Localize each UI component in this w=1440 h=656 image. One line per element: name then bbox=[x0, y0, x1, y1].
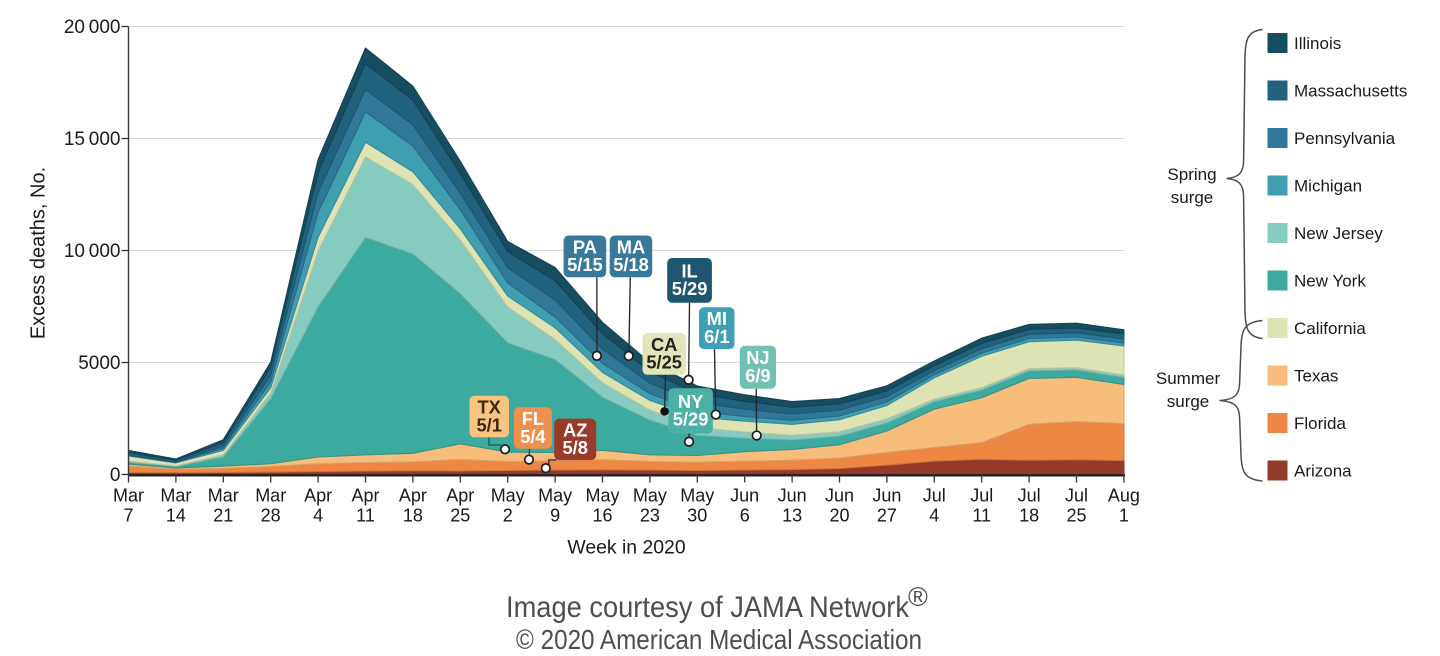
svg-text:Apr: Apr bbox=[351, 486, 379, 506]
svg-text:Pennsylvania: Pennsylvania bbox=[1294, 129, 1396, 148]
svg-text:CA: CA bbox=[651, 334, 677, 355]
svg-text:25: 25 bbox=[450, 506, 470, 526]
svg-text:5000: 5000 bbox=[78, 353, 120, 374]
svg-text:Summer: Summer bbox=[1156, 369, 1221, 388]
svg-text:5/8: 5/8 bbox=[562, 437, 587, 458]
svg-text:20 000: 20 000 bbox=[64, 17, 121, 38]
svg-text:14: 14 bbox=[166, 506, 186, 526]
svg-text:4: 4 bbox=[313, 506, 323, 526]
svg-text:surge: surge bbox=[1167, 392, 1210, 411]
svg-text:Jul: Jul bbox=[1018, 486, 1041, 506]
svg-text:1: 1 bbox=[1119, 506, 1129, 526]
svg-text:Arizona: Arizona bbox=[1294, 462, 1352, 481]
svg-text:Apr: Apr bbox=[304, 486, 332, 506]
svg-text:Jul: Jul bbox=[1065, 486, 1088, 506]
svg-text:18: 18 bbox=[403, 506, 423, 526]
svg-text:0: 0 bbox=[110, 465, 121, 486]
svg-text:16: 16 bbox=[592, 506, 612, 526]
svg-text:Jul: Jul bbox=[923, 486, 946, 506]
svg-text:10 000: 10 000 bbox=[64, 241, 121, 262]
svg-text:6/1: 6/1 bbox=[704, 326, 729, 347]
svg-text:Michigan: Michigan bbox=[1294, 177, 1362, 196]
svg-text:PA: PA bbox=[573, 236, 597, 257]
svg-text:11: 11 bbox=[356, 506, 375, 526]
svg-text:®: ® bbox=[908, 582, 928, 612]
svg-text:5/25: 5/25 bbox=[646, 352, 682, 373]
svg-text:FL: FL bbox=[522, 408, 544, 429]
svg-text:Jun: Jun bbox=[730, 486, 759, 506]
svg-text:23: 23 bbox=[640, 506, 660, 526]
svg-text:4: 4 bbox=[929, 506, 939, 526]
svg-text:2: 2 bbox=[503, 506, 513, 526]
svg-text:May: May bbox=[633, 486, 667, 506]
svg-text:May: May bbox=[491, 486, 525, 506]
svg-text:6/9: 6/9 bbox=[745, 365, 770, 386]
svg-text:Apr: Apr bbox=[399, 486, 427, 506]
svg-text:surge: surge bbox=[1171, 188, 1214, 207]
svg-text:IL: IL bbox=[681, 260, 697, 281]
svg-text:27: 27 bbox=[877, 506, 897, 526]
svg-text:Mar: Mar bbox=[160, 486, 191, 506]
svg-text:MI: MI bbox=[707, 308, 727, 329]
svg-text:AZ: AZ bbox=[563, 419, 587, 440]
svg-text:5/29: 5/29 bbox=[672, 278, 708, 299]
svg-text:May: May bbox=[538, 486, 572, 506]
svg-text:Aug: Aug bbox=[1108, 486, 1140, 506]
svg-text:Image courtesy of JAMA Network: Image courtesy of JAMA Network bbox=[506, 591, 910, 624]
svg-text:6: 6 bbox=[740, 506, 750, 526]
svg-text:MA: MA bbox=[617, 236, 645, 257]
svg-text:Illinois: Illinois bbox=[1294, 34, 1341, 53]
svg-text:Florida: Florida bbox=[1294, 414, 1347, 433]
svg-text:5/4: 5/4 bbox=[520, 426, 546, 447]
svg-text:Jun: Jun bbox=[778, 486, 807, 506]
svg-text:15 000: 15 000 bbox=[64, 129, 121, 150]
svg-text:5/15: 5/15 bbox=[567, 254, 603, 275]
svg-text:Mar: Mar bbox=[255, 486, 286, 506]
svg-text:7: 7 bbox=[123, 506, 133, 526]
svg-text:21: 21 bbox=[213, 506, 233, 526]
svg-text:TX: TX bbox=[478, 397, 502, 418]
svg-text:Mar: Mar bbox=[208, 486, 239, 506]
svg-text:New York: New York bbox=[1294, 272, 1366, 291]
svg-text:New Jersey: New Jersey bbox=[1294, 224, 1383, 243]
svg-text:Massachusetts: Massachusetts bbox=[1294, 82, 1407, 101]
svg-text:Week in 2020: Week in 2020 bbox=[567, 537, 685, 559]
svg-text:20: 20 bbox=[829, 506, 849, 526]
svg-text:NY: NY bbox=[678, 391, 703, 412]
svg-text:18: 18 bbox=[1019, 506, 1039, 526]
svg-text:28: 28 bbox=[261, 506, 281, 526]
svg-text:5/18: 5/18 bbox=[613, 254, 649, 275]
svg-text:California: California bbox=[1294, 319, 1366, 338]
svg-text:5/29: 5/29 bbox=[673, 409, 709, 430]
svg-text:11: 11 bbox=[972, 506, 991, 526]
svg-text:9: 9 bbox=[550, 506, 560, 526]
svg-text:5/1: 5/1 bbox=[476, 414, 501, 435]
svg-text:Excess deaths, No.: Excess deaths, No. bbox=[28, 167, 50, 339]
svg-text:Jul: Jul bbox=[970, 486, 993, 506]
svg-text:30: 30 bbox=[687, 506, 707, 526]
svg-text:May: May bbox=[680, 486, 714, 506]
svg-text:Texas: Texas bbox=[1294, 367, 1338, 386]
svg-text:13: 13 bbox=[782, 506, 802, 526]
svg-text:© 2020 American Medical Associ: © 2020 American Medical Association bbox=[516, 624, 922, 655]
svg-text:Spring: Spring bbox=[1167, 165, 1216, 184]
svg-text:25: 25 bbox=[1066, 506, 1086, 526]
svg-text:NJ: NJ bbox=[746, 347, 769, 368]
svg-text:Jun: Jun bbox=[872, 486, 901, 506]
svg-text:May: May bbox=[585, 486, 619, 506]
svg-text:Apr: Apr bbox=[446, 486, 474, 506]
svg-text:Mar: Mar bbox=[113, 486, 144, 506]
svg-text:Jun: Jun bbox=[825, 486, 854, 506]
